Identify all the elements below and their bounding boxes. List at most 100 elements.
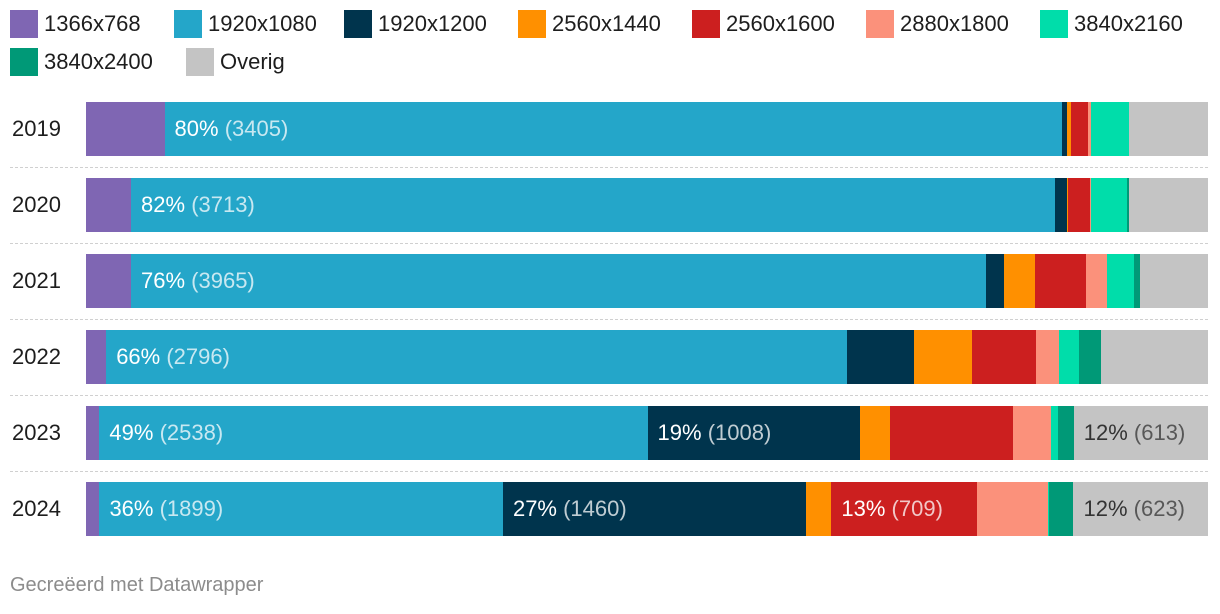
legend-label: 3840x2400: [44, 49, 153, 74]
legend-label: 3840x2160: [1074, 11, 1183, 36]
bar-segment-2023-1366x768: [86, 406, 100, 460]
data-label-percent: 49%: [109, 420, 160, 445]
data-label-2023-1920x1080: 49% (2538): [109, 406, 223, 460]
bar-segment-2020-2560x1600: [1068, 178, 1090, 232]
data-label-count: (3405): [224, 116, 289, 141]
legend-swatch: [10, 48, 38, 76]
legend-item-1920x1080: 1920x1080: [174, 10, 317, 38]
bar-segment-2024-3840x2400: [1048, 482, 1074, 536]
data-label-percent: 12%: [1083, 420, 1134, 445]
row-separator: [10, 319, 1208, 320]
bar-segment-2019-2560x1600: [1071, 102, 1088, 156]
bar-segment-2024-overig: [1073, 482, 1208, 536]
bar-segment-2024-2880x1800: [977, 482, 1048, 536]
data-label-count: (623): [1133, 496, 1185, 521]
data-label-2020-1920x1080: 82% (3713): [141, 178, 255, 232]
legend-label: 1920x1200: [378, 11, 487, 36]
bar-segment-2024-1920x1200: [502, 482, 806, 536]
legend-label: 2880x1800: [900, 11, 1009, 36]
data-label-2022-1920x1080: 66% (2796): [116, 330, 230, 384]
data-label-2024-1920x1080: 36% (1899): [109, 482, 223, 536]
legend-item-2880x1800: 2880x1800: [866, 10, 1009, 38]
data-label-count: (2538): [159, 420, 224, 445]
legend-swatch: [174, 10, 202, 38]
bar-segment-2023-3840x2400: [1058, 406, 1074, 460]
data-label-percent: 13%: [841, 496, 892, 521]
bar-segment-2022-3840x2400: [1078, 330, 1102, 384]
data-label-count: (3713): [191, 192, 255, 217]
data-label-2024-1920x1200: 27% (1460): [513, 482, 627, 536]
bar-segment-2022-1366x768: [86, 330, 107, 384]
bar-segment-2020-1366x768: [86, 178, 132, 232]
data-label-2023-1920x1200: 19% (1008): [658, 406, 772, 460]
bar-segment-2023-2560x1440: [860, 406, 891, 460]
legend-item-2560x1600: 2560x1600: [692, 10, 835, 38]
year-label-2023: 2023: [12, 420, 61, 445]
bar-segment-2021-2560x1600: [1034, 254, 1087, 308]
data-label-count: (2796): [166, 344, 230, 369]
data-label-count: (1008): [707, 420, 772, 445]
legend-item-2560x1440: 2560x1440: [518, 10, 661, 38]
legend-label: 2560x1440: [552, 11, 661, 36]
bar-segment-2021-3840x2400: [1133, 254, 1141, 308]
bar-segment-2021-3840x2160: [1106, 254, 1134, 308]
data-label-count: (709): [891, 496, 943, 521]
bar-segment-2024-2560x1600: [831, 482, 978, 536]
data-label-percent: 80%: [174, 116, 225, 141]
bar-segment-2021-1920x1200: [986, 254, 1005, 308]
bar-segment-2019-2880x1800: [1087, 102, 1092, 156]
data-label-percent: 19%: [657, 420, 708, 445]
bar-segment-2024-2560x1440: [805, 482, 832, 536]
bar-segment-2020-1920x1200: [1054, 178, 1068, 232]
legend-swatch: [10, 10, 38, 38]
data-label-count: (613): [1133, 420, 1186, 445]
bar-segment-2020-2560x1440: [1067, 178, 1069, 232]
data-label-2023-overig: 12% (613): [1084, 406, 1186, 460]
bar-segment-2022-2560x1440: [914, 330, 973, 384]
legend-item-3840x2400: 3840x2400: [10, 48, 153, 76]
data-label-2024-overig: 12% (623): [1083, 482, 1185, 536]
year-label-2019: 2019: [12, 116, 61, 141]
bar-segment-2021-overig: [1140, 254, 1208, 308]
data-label-2019-1920x1080: 80% (3405): [175, 102, 289, 156]
bar-segment-2020-2880x1800: [1089, 178, 1091, 232]
data-label-percent: 27%: [512, 496, 564, 521]
data-label-2021-1920x1080: 76% (3965): [141, 254, 255, 308]
bar-segment-2019-1366x768: [86, 102, 165, 156]
data-label-count: (1460): [563, 496, 627, 521]
data-label-percent: 76%: [141, 268, 192, 293]
legend-item-overig: Overig: [186, 48, 285, 76]
legend-item-1366x768: 1366x768: [10, 10, 141, 38]
bar-segment-2023-2880x1800: [1013, 406, 1052, 460]
data-label-count: (1899): [159, 496, 224, 521]
bar-segment-2019-overig: [1129, 102, 1208, 156]
bar-segment-2022-1920x1200: [846, 330, 915, 384]
bar-segment-2019-2560x1440: [1066, 102, 1072, 156]
year-label-2021: 2021: [12, 268, 61, 293]
bar-segment-2020-1920x1080: [131, 178, 1055, 232]
data-label-percent: 36%: [109, 496, 160, 521]
year-label-2024: 2024: [12, 496, 61, 521]
year-label-2020: 2020: [12, 192, 61, 217]
legend-swatch: [518, 10, 546, 38]
bar-segment-2021-1366x768: [86, 254, 131, 308]
data-label-percent: 12%: [1083, 496, 1134, 521]
data-label-2024-2560x1600: 13% (709): [841, 482, 943, 536]
legend-label: 1920x1080: [208, 11, 317, 36]
bar-segment-2023-2560x1600: [890, 406, 1014, 460]
legend-swatch: [866, 10, 894, 38]
row-separator: [10, 395, 1208, 396]
legend-swatch: [186, 48, 214, 76]
data-label-percent: 82%: [141, 192, 192, 217]
bar-segment-2019-1920x1200: [1062, 102, 1067, 156]
bar-segment-2021-1920x1080: [131, 254, 987, 308]
legend-swatch: [1040, 10, 1068, 38]
bar-segment-2023-1920x1080: [99, 406, 648, 460]
footer-credit: Gecreëerd met Datawrapper: [10, 574, 264, 596]
bar-segment-2024-1920x1080: [99, 482, 503, 536]
legend-label: Overig: [220, 49, 285, 74]
legend-label: 1366x768: [44, 11, 141, 36]
bar-segment-2022-2560x1600: [972, 330, 1037, 384]
row-separator: [10, 167, 1208, 168]
